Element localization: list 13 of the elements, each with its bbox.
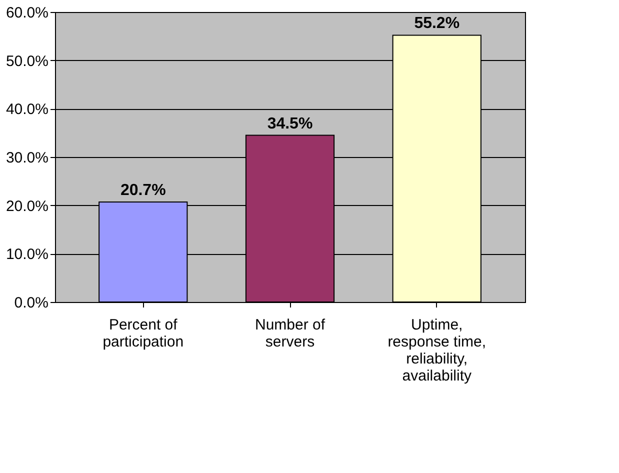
y-tick-label: 50.0% bbox=[6, 52, 48, 70]
y-tick-label: 40.0% bbox=[6, 101, 48, 118]
data-label: 34.5% bbox=[267, 115, 313, 132]
x-tick-label: Percent of participation bbox=[102, 316, 184, 350]
y-tick-label: 60.0% bbox=[6, 4, 48, 22]
y-tick-label: 0.0% bbox=[14, 294, 48, 312]
x-tick-label: Number of servers bbox=[254, 316, 326, 350]
y-tick-label: 10.0% bbox=[6, 246, 48, 264]
data-label: 20.7% bbox=[120, 182, 166, 199]
x-tick-label: Uptime, response time, reliability, availability bbox=[388, 316, 486, 384]
data-label: 55.2% bbox=[414, 15, 460, 32]
y-tick-label: 30.0% bbox=[6, 150, 48, 166]
y-tick-label: 20.0% bbox=[6, 198, 48, 215]
